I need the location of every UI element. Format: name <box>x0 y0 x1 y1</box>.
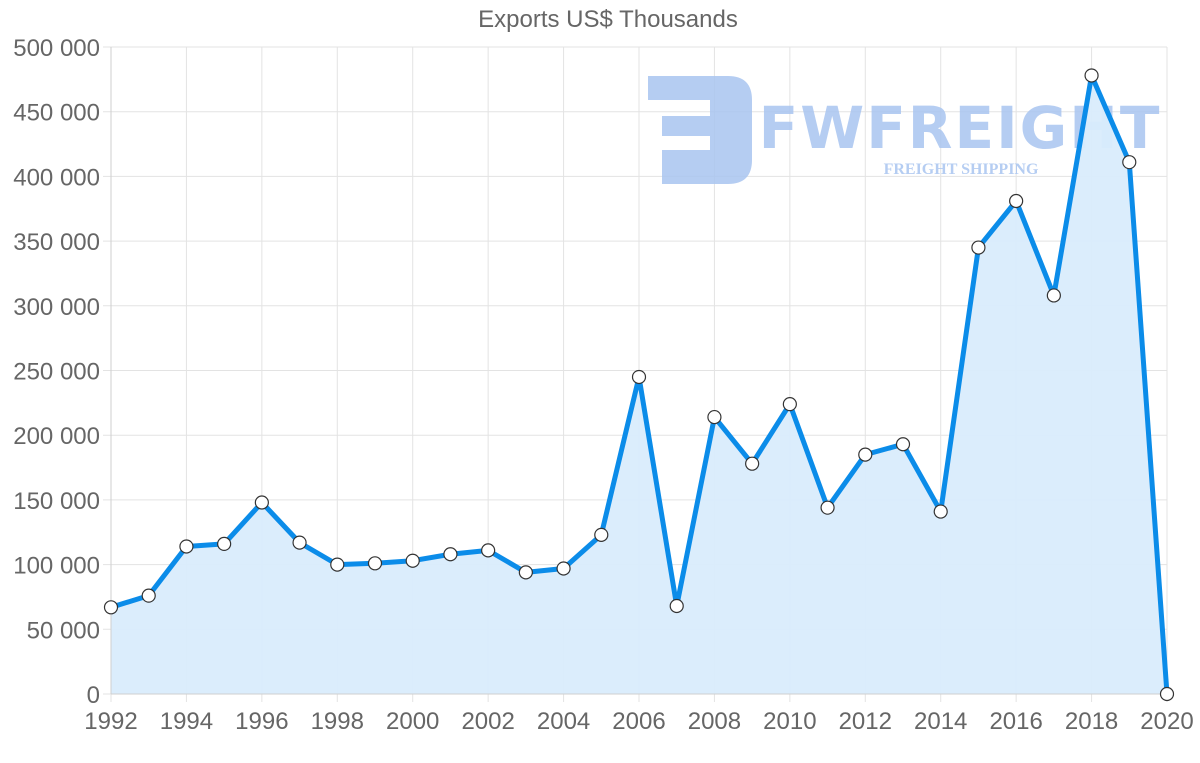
y-tick-label: 500 000 <box>13 35 100 62</box>
y-tick-label: 450 000 <box>13 100 100 127</box>
data-point[interactable] <box>933 504 948 519</box>
data-point[interactable] <box>1084 68 1099 83</box>
y-axis-labels: 0 50 000 100 000 150 000 200 000 250 000 300 0… <box>13 35 100 709</box>
y-tick-label: 400 000 <box>13 164 100 191</box>
x-tick-label: 1998 <box>311 708 364 735</box>
data-point[interactable] <box>481 543 496 558</box>
data-point[interactable] <box>405 553 420 568</box>
x-tick-label: 2010 <box>763 708 816 735</box>
data-point[interactable] <box>443 547 458 562</box>
y-tick-label: 50 000 <box>27 617 100 644</box>
data-point[interactable] <box>858 447 873 462</box>
x-tick-label: 2016 <box>989 708 1042 735</box>
data-point[interactable] <box>254 495 269 510</box>
data-point[interactable] <box>631 369 647 385</box>
data-point[interactable] <box>367 556 383 571</box>
watermark-tagline: FREIGHT SHIPPING <box>884 161 1039 178</box>
y-tick-label: 250 000 <box>13 359 100 386</box>
x-tick-label: 1996 <box>235 708 288 735</box>
y-tick-label: 100 000 <box>13 553 100 580</box>
x-axis-labels: 1992 1994 1996 1998 2000 2002 2004 2006 2008 2010… <box>84 708 1193 735</box>
data-point[interactable] <box>103 600 119 615</box>
data-point[interactable] <box>179 539 194 554</box>
data-point[interactable] <box>971 240 986 255</box>
data-point[interactable] <box>1159 686 1175 702</box>
chart-title: Exports US$ Thousands <box>478 6 738 33</box>
y-tick-label: 0 <box>87 682 100 709</box>
data-point[interactable] <box>292 535 307 550</box>
y-tick-label: 150 000 <box>13 488 100 515</box>
data-point[interactable] <box>330 557 345 572</box>
data-point[interactable] <box>895 437 911 452</box>
data-point[interactable] <box>745 456 760 471</box>
x-tick-label: 2012 <box>839 708 892 735</box>
data-point[interactable] <box>820 500 835 515</box>
y-tick-label: 200 000 <box>13 423 100 450</box>
data-point[interactable] <box>556 561 571 576</box>
x-tick-label: 2018 <box>1065 708 1118 735</box>
x-tick-label: 2008 <box>688 708 741 735</box>
x-tick-label: 2020 <box>1140 708 1193 735</box>
data-point[interactable] <box>594 527 609 542</box>
data-point[interactable] <box>1009 193 1024 209</box>
data-point[interactable] <box>782 397 797 412</box>
y-tick-label: 300 000 <box>13 294 100 321</box>
fwfreight-logo-icon <box>648 76 752 184</box>
axes <box>110 47 1167 695</box>
data-point[interactable] <box>669 598 684 614</box>
data-point[interactable] <box>518 565 533 580</box>
x-tick-label: 2002 <box>461 708 514 735</box>
x-tick-label: 2006 <box>612 708 665 735</box>
x-tick-label: 2000 <box>386 708 439 735</box>
data-point[interactable] <box>1122 155 1137 170</box>
data-point[interactable] <box>707 409 722 425</box>
data-points <box>103 68 1175 702</box>
x-tick-label: 1994 <box>160 708 213 735</box>
x-tick-label: 2014 <box>914 708 967 735</box>
x-tick-label: 2004 <box>537 708 590 735</box>
x-tick-label: 1992 <box>84 708 137 735</box>
data-point[interactable] <box>217 536 232 551</box>
data-point[interactable] <box>1046 288 1061 303</box>
y-tick-label: 350 000 <box>13 229 100 256</box>
data-point[interactable] <box>141 588 156 603</box>
